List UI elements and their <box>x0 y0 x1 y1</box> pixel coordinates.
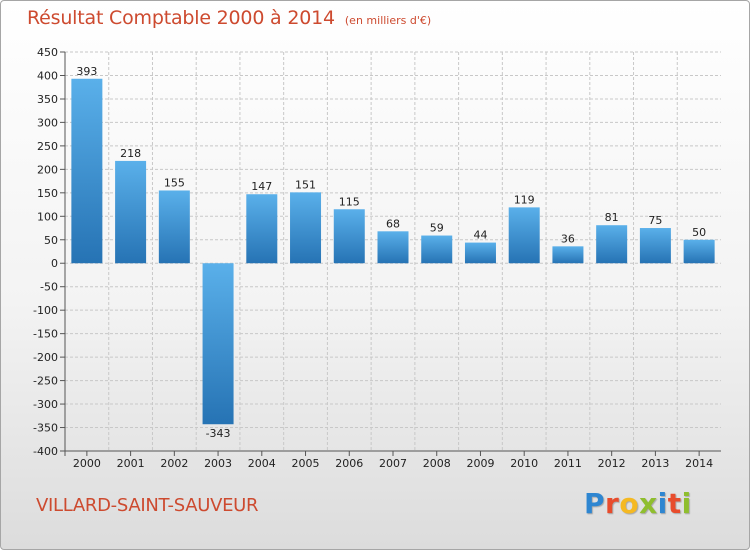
commune-name: VILLARD-SAINT-SAUVEUR <box>36 495 259 516</box>
bar-2005 <box>290 192 322 264</box>
data-label-2013: 75 <box>648 214 662 227</box>
brand-letter-6: i <box>681 487 692 520</box>
y-tick-label: 200 <box>37 163 58 176</box>
y-tick-label: -350 <box>33 422 58 435</box>
bar-2003 <box>202 263 234 425</box>
data-label-2006: 115 <box>339 195 360 208</box>
y-tick-label: -250 <box>33 375 58 388</box>
x-tick-label-2010: 2010 <box>510 457 538 470</box>
bar-2011 <box>552 246 584 264</box>
x-tick-label-2000: 2000 <box>73 457 101 470</box>
bar-2014 <box>683 239 715 264</box>
data-label-2007: 68 <box>386 217 400 230</box>
brand-letter-5: t <box>667 487 682 520</box>
data-label-2014: 50 <box>692 226 706 239</box>
brand-letter-0: P <box>584 487 606 520</box>
data-label-2000: 393 <box>76 65 97 78</box>
y-tick-label: 250 <box>37 140 58 153</box>
y-tick-label: 300 <box>37 116 58 129</box>
data-label-2010: 119 <box>514 193 535 206</box>
grid-lines <box>65 51 721 452</box>
data-label-2012: 81 <box>605 211 619 224</box>
y-tick-label: -50 <box>40 281 58 294</box>
x-tick-label-2005: 2005 <box>292 457 320 470</box>
data-label-2003: -343 <box>206 427 231 440</box>
y-tick-label: -300 <box>33 398 58 411</box>
y-tick-label: 0 <box>51 257 58 270</box>
data-label-2005: 151 <box>295 178 316 191</box>
proxiti-logo: Proxiti <box>584 487 692 520</box>
bar-2008 <box>421 235 453 264</box>
x-tick-label-2001: 2001 <box>117 457 145 470</box>
bar-2012 <box>596 225 628 264</box>
data-label-2001: 218 <box>120 147 141 160</box>
data-label-2009: 44 <box>473 229 487 242</box>
x-tick-label-2012: 2012 <box>598 457 626 470</box>
x-tick-label-2004: 2004 <box>248 457 276 470</box>
bar-2000 <box>71 78 103 264</box>
x-tick-label-2014: 2014 <box>685 457 713 470</box>
brand-letter-4: i <box>657 487 668 520</box>
data-label-2004: 147 <box>251 180 272 193</box>
bars <box>71 78 715 425</box>
data-label-2011: 36 <box>561 232 575 245</box>
brand-letter-1: r <box>605 487 620 520</box>
y-tick-label: -400 <box>33 445 58 458</box>
bar-2001 <box>115 160 147 264</box>
data-labels: 393 218 155 -343 147 151 115 68 59 44 119 36 81 75 50 <box>76 65 706 440</box>
brand-letter-2: o <box>619 487 640 520</box>
bar-2007 <box>377 231 409 264</box>
data-label-2008: 59 <box>430 222 444 235</box>
bar-2009 <box>464 242 496 264</box>
bar-2002 <box>158 190 190 264</box>
x-tick-label-2003: 2003 <box>204 457 232 470</box>
data-label-2002: 155 <box>164 176 185 189</box>
x-tick-label-2011: 2011 <box>554 457 582 470</box>
chart-title: Résultat Comptable 2000 à 2014 (en millie… <box>27 7 431 29</box>
bar-2013 <box>639 228 671 264</box>
y-tick-label: 150 <box>37 187 58 200</box>
x-tick-label-2013: 2013 <box>641 457 669 470</box>
x-tick-label-2007: 2007 <box>379 457 407 470</box>
bar-2006 <box>333 209 365 264</box>
x-tick-label-2006: 2006 <box>335 457 363 470</box>
y-tick-label: -100 <box>33 304 58 317</box>
bar-2010 <box>508 207 540 264</box>
y-tick-label: 400 <box>37 69 58 82</box>
y-tick-label: 350 <box>37 93 58 106</box>
x-tick-label-2008: 2008 <box>423 457 451 470</box>
y-tick-label: -150 <box>33 328 58 341</box>
y-tick-label: 450 <box>37 46 58 59</box>
y-tick-label: 100 <box>37 210 58 223</box>
axes: 450400350300250200150100500-50-100-150-2… <box>33 46 721 470</box>
x-tick-label-2009: 2009 <box>466 457 494 470</box>
x-tick-label-2002: 2002 <box>160 457 188 470</box>
brand-letter-3: x <box>639 487 658 520</box>
y-tick-label: 50 <box>44 234 58 247</box>
chart-title-text: Résultat Comptable 2000 à 2014 <box>27 7 335 29</box>
chart-unit: (en milliers d'€) <box>344 14 432 27</box>
y-tick-label: -200 <box>33 351 58 364</box>
bar-2004 <box>246 194 278 264</box>
